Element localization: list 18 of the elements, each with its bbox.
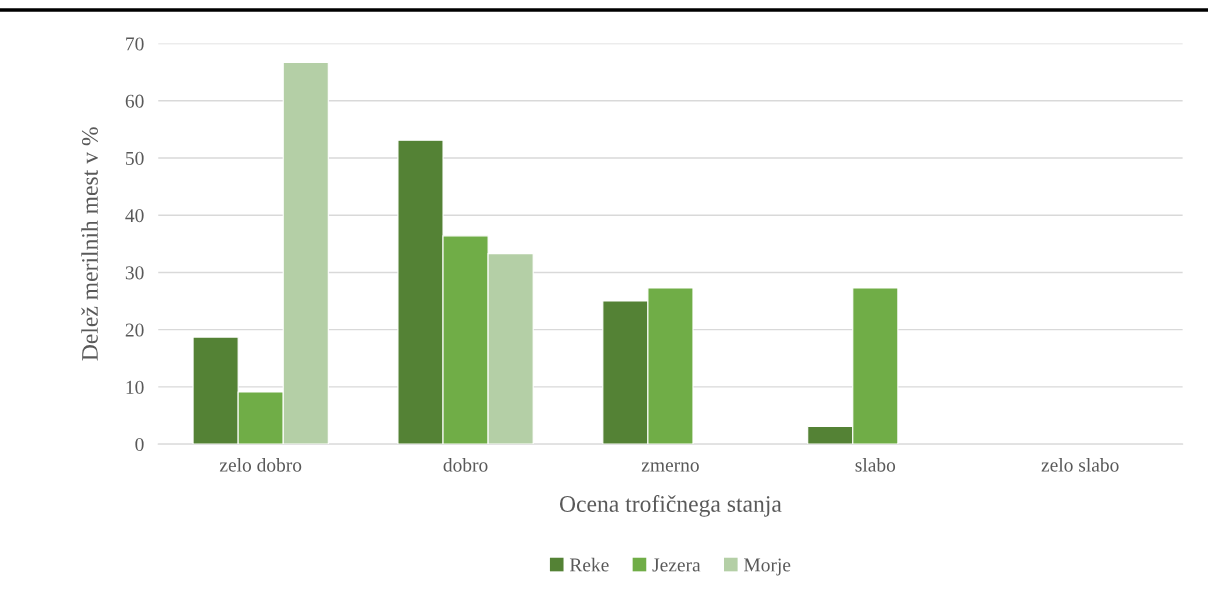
x-axis-title: Ocena trofičnega stanja <box>559 495 782 517</box>
y-tick-label: 10 <box>126 380 144 394</box>
y-tick-label: 50 <box>126 151 144 165</box>
y-tick-label: 40 <box>125 209 144 223</box>
x-tick-label: slabo <box>855 457 896 472</box>
y-tick-label: 0 <box>135 437 144 452</box>
x-tick-label: dobro <box>443 457 488 472</box>
x-tick-label: zmerno <box>641 462 699 472</box>
y-tick-label: 60 <box>125 94 144 108</box>
y-tick-label: 70 <box>126 37 144 51</box>
legend-label: Morje <box>744 558 791 576</box>
y-axis-title: Delež merilnih mest v % <box>81 127 98 361</box>
legend-label: Reke <box>569 557 609 572</box>
y-tick-label: 30 <box>125 266 144 280</box>
legend-label: Jezera <box>652 558 701 572</box>
x-tick-label: zelo dobro <box>219 457 302 472</box>
x-tick-label: zelo slabo <box>1041 457 1119 472</box>
y-tick-label: 20 <box>125 323 144 337</box>
